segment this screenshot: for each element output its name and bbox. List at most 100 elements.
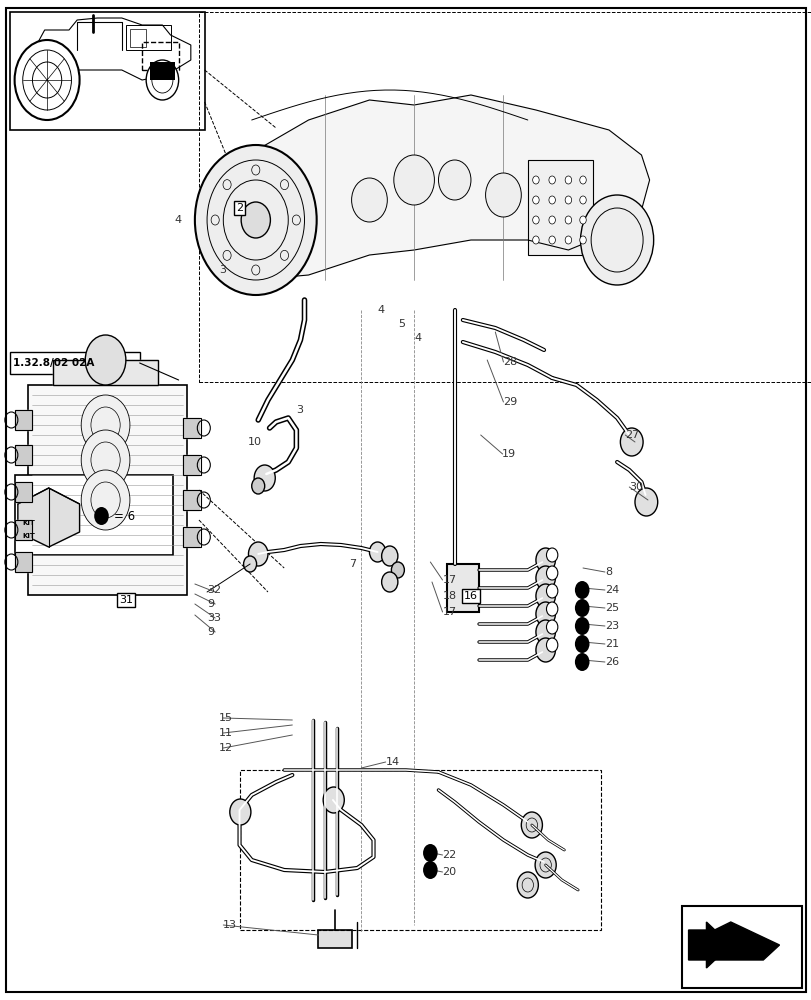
Bar — [15, 552, 32, 572]
Bar — [527, 160, 592, 255]
Circle shape — [620, 428, 642, 456]
Text: 5: 5 — [397, 319, 405, 329]
Circle shape — [195, 145, 316, 295]
Circle shape — [534, 852, 556, 878]
Circle shape — [81, 430, 130, 490]
Text: 4: 4 — [377, 305, 384, 315]
Circle shape — [248, 542, 268, 566]
Circle shape — [81, 470, 130, 530]
Circle shape — [574, 599, 589, 617]
Text: 20: 20 — [442, 867, 456, 877]
Circle shape — [438, 160, 470, 200]
Circle shape — [423, 844, 437, 862]
Polygon shape — [182, 418, 199, 438]
Circle shape — [564, 236, 571, 244]
Bar — [15, 520, 32, 540]
Circle shape — [323, 787, 344, 813]
Circle shape — [546, 620, 557, 634]
Bar — [446, 564, 478, 612]
Polygon shape — [15, 520, 32, 540]
Circle shape — [423, 861, 437, 879]
Text: 17: 17 — [442, 575, 456, 585]
Text: 3: 3 — [219, 265, 226, 275]
Polygon shape — [688, 922, 730, 968]
Text: 25: 25 — [604, 603, 618, 613]
Text: 8: 8 — [604, 567, 611, 577]
Bar — [199, 12, 811, 382]
Circle shape — [532, 176, 539, 184]
Bar — [15, 445, 32, 465]
Circle shape — [254, 465, 275, 491]
Text: 4: 4 — [174, 215, 182, 225]
Circle shape — [85, 335, 126, 385]
Text: 24: 24 — [604, 585, 619, 595]
Circle shape — [15, 40, 79, 120]
Bar — [239, 770, 600, 930]
Bar — [10, 352, 139, 374]
Text: 13: 13 — [223, 920, 237, 930]
Circle shape — [574, 617, 589, 635]
Polygon shape — [15, 552, 32, 572]
Text: 31: 31 — [118, 595, 133, 605]
Text: 9: 9 — [207, 627, 214, 637]
Circle shape — [351, 178, 387, 222]
Text: 21: 21 — [604, 639, 618, 649]
Bar — [318, 930, 352, 948]
Bar — [681, 906, 801, 988]
Circle shape — [146, 60, 178, 100]
Text: 14: 14 — [385, 757, 399, 767]
Text: 33: 33 — [207, 613, 221, 623]
Circle shape — [251, 478, 264, 494]
Circle shape — [535, 548, 555, 572]
Polygon shape — [227, 95, 649, 280]
Text: 29: 29 — [503, 397, 517, 407]
Text: 16: 16 — [463, 591, 478, 601]
Bar — [142, 42, 178, 70]
Text: 19: 19 — [501, 449, 515, 459]
Circle shape — [243, 556, 256, 572]
Circle shape — [517, 872, 538, 898]
Text: 9: 9 — [207, 599, 214, 609]
Text: 3: 3 — [296, 405, 303, 415]
Text: 26: 26 — [604, 657, 618, 667]
Circle shape — [546, 548, 557, 562]
Polygon shape — [18, 488, 79, 547]
Circle shape — [548, 196, 555, 204]
Bar — [182, 418, 200, 438]
Text: 15: 15 — [219, 713, 233, 723]
Circle shape — [579, 196, 586, 204]
Bar — [53, 360, 158, 385]
Bar — [15, 475, 173, 555]
Circle shape — [548, 216, 555, 224]
Circle shape — [230, 799, 251, 825]
Text: 27: 27 — [624, 430, 639, 440]
Circle shape — [546, 584, 557, 598]
Bar — [182, 490, 200, 510]
Circle shape — [94, 507, 109, 525]
Circle shape — [546, 602, 557, 616]
Circle shape — [81, 395, 130, 455]
Text: 18: 18 — [442, 591, 456, 601]
Circle shape — [535, 602, 555, 626]
Bar — [130, 29, 146, 47]
Text: 30: 30 — [629, 482, 642, 492]
Polygon shape — [53, 360, 158, 385]
Text: 32: 32 — [207, 585, 221, 595]
Circle shape — [548, 236, 555, 244]
Circle shape — [574, 635, 589, 653]
Circle shape — [393, 155, 434, 205]
Circle shape — [579, 176, 586, 184]
Circle shape — [535, 638, 555, 662]
Polygon shape — [15, 445, 32, 465]
Circle shape — [535, 566, 555, 590]
Bar — [15, 410, 32, 430]
Circle shape — [564, 196, 571, 204]
Text: KIT: KIT — [23, 520, 36, 526]
Bar — [182, 455, 200, 475]
Bar — [15, 482, 32, 502]
Text: 23: 23 — [604, 621, 618, 631]
Bar — [28, 385, 187, 595]
Text: = 6: = 6 — [114, 510, 135, 522]
Text: 28: 28 — [503, 357, 517, 367]
Circle shape — [532, 216, 539, 224]
